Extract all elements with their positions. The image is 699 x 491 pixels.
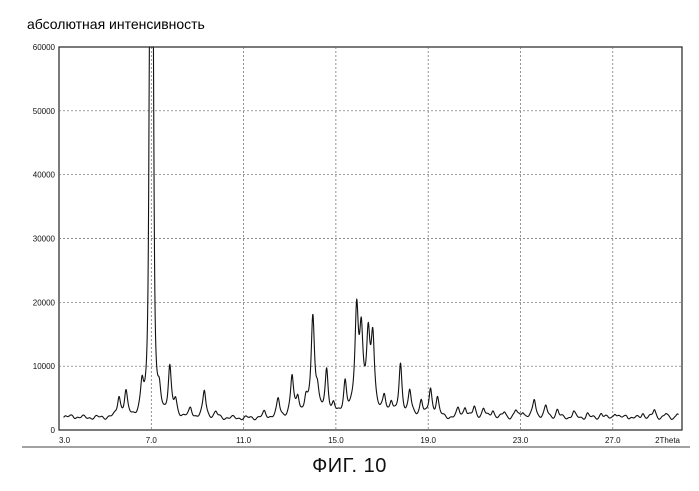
x-axis-label: 2Theta xyxy=(655,436,680,445)
y-tick-labels: 0 10000 20000 30000 40000 50000 60000 xyxy=(33,43,56,435)
y-axis-title: абсолютная интенсивность xyxy=(27,16,205,32)
x-tick-label: 19.0 xyxy=(420,436,436,445)
y-tick-label: 0 xyxy=(51,426,56,435)
x-tick-label: 15.0 xyxy=(328,436,344,445)
y-tick-label: 20000 xyxy=(33,298,56,307)
x-tick-labels: 3.0 7.0 11.0 15.0 19.0 23.0 27.0 2Theta xyxy=(59,436,681,445)
y-tick-label: 50000 xyxy=(33,107,56,116)
x-tick-label: 11.0 xyxy=(236,436,252,445)
y-tick-label: 40000 xyxy=(33,171,56,180)
diffraction-trace xyxy=(64,47,679,420)
x-tick-label: 23.0 xyxy=(513,436,529,445)
figure-caption: ФИГ. 10 xyxy=(0,455,699,478)
x-tick-label: 3.0 xyxy=(59,436,71,445)
grid-lines xyxy=(59,47,682,430)
y-tick-label: 60000 xyxy=(33,43,56,52)
y-tick-label: 10000 xyxy=(33,362,56,371)
x-tick-label: 27.0 xyxy=(605,436,621,445)
x-tick-label: 7.0 xyxy=(146,436,158,445)
y-tick-label: 30000 xyxy=(33,235,56,244)
